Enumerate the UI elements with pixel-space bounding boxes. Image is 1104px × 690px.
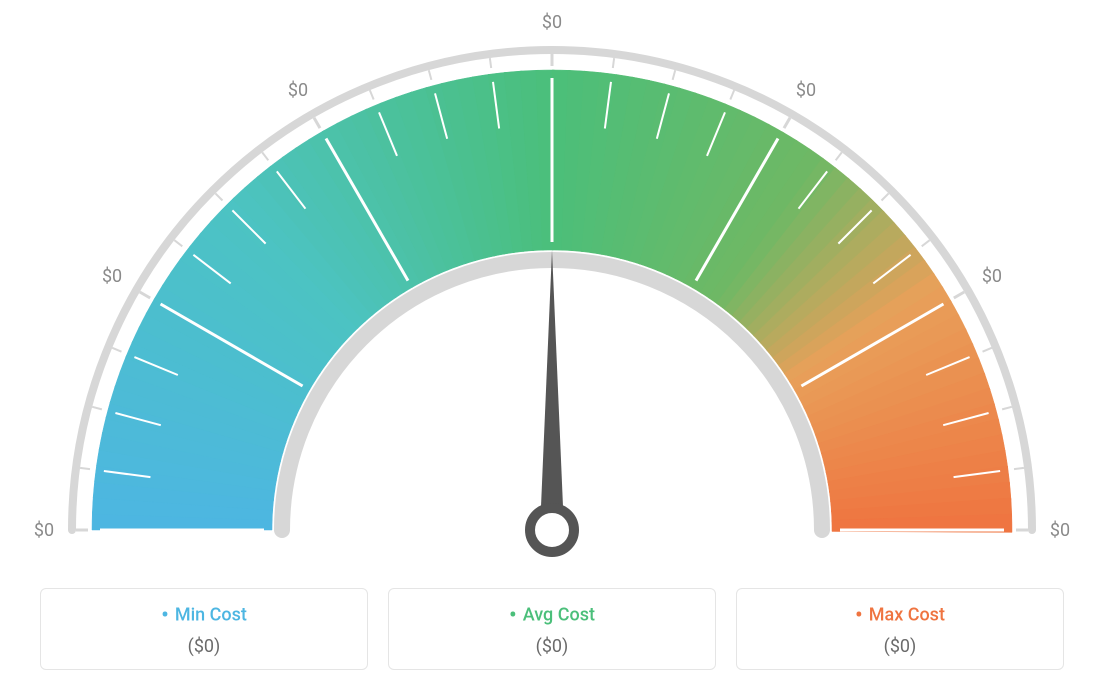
- legend-row: • Min Cost ($0) • Avg Cost ($0) • Max Cost …: [40, 588, 1064, 670]
- legend-value-max: ($0): [737, 636, 1063, 657]
- legend-label-avg: Avg Cost: [523, 604, 595, 625]
- tick-label: $0: [102, 266, 122, 287]
- tick-label: $0: [288, 80, 308, 101]
- gauge-chart: $0 $0 $0 $0 $0 $0 $0: [22, 10, 1082, 570]
- dot-min: •: [161, 603, 169, 628]
- tick-label: $0: [982, 266, 1002, 287]
- tick-label: $0: [34, 520, 54, 541]
- legend-card-min: • Min Cost ($0): [40, 588, 368, 670]
- gauge-svg: $0 $0 $0 $0 $0 $0 $0: [22, 10, 1082, 570]
- legend-value-min: ($0): [41, 636, 367, 657]
- legend-card-max: • Max Cost ($0): [736, 588, 1064, 670]
- gauge-needle: [540, 250, 564, 530]
- legend-title-avg: • Avg Cost: [389, 603, 715, 628]
- legend-value-avg: ($0): [389, 636, 715, 657]
- legend-label-max: Max Cost: [869, 604, 945, 625]
- tick-label: $0: [1050, 520, 1070, 541]
- gauge-needle-base: [530, 508, 574, 552]
- tick-label: $0: [542, 12, 562, 33]
- legend-label-min: Min Cost: [175, 604, 247, 625]
- legend-card-avg: • Avg Cost ($0): [388, 588, 716, 670]
- dot-max: •: [855, 603, 863, 628]
- dot-avg: •: [509, 603, 517, 628]
- tick-label: $0: [796, 80, 816, 101]
- legend-title-min: • Min Cost: [41, 603, 367, 628]
- legend-title-max: • Max Cost: [737, 603, 1063, 628]
